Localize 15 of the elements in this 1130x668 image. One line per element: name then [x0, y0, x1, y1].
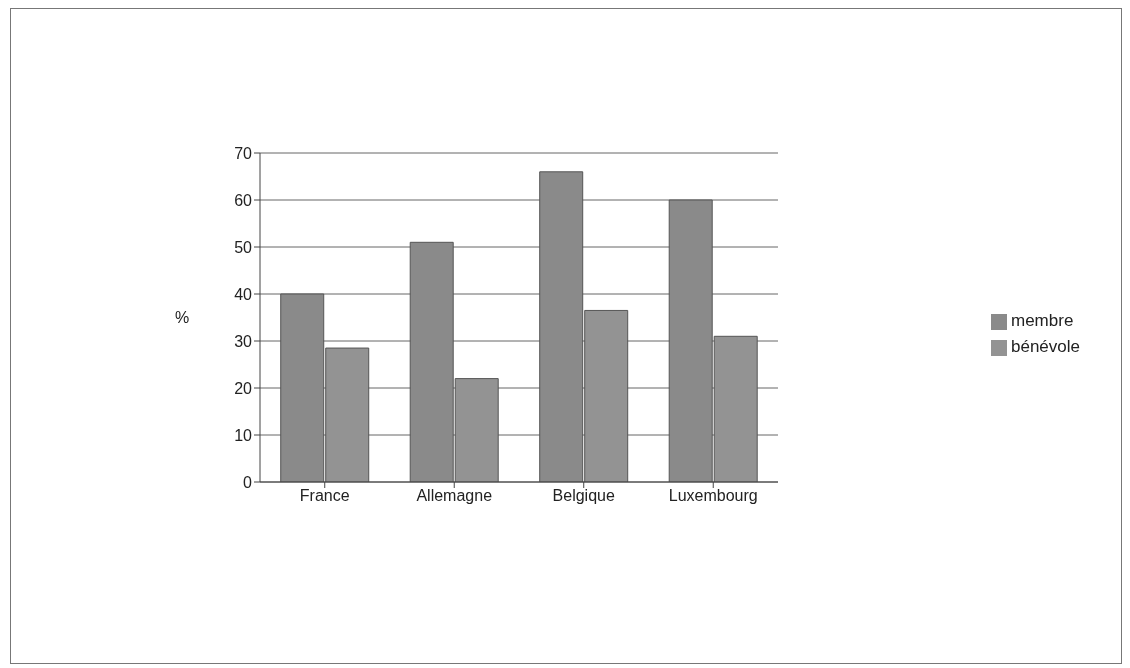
- y-tick-label: 40: [234, 285, 253, 303]
- legend-label: membre: [1010, 311, 1074, 330]
- y-tick-label: 30: [234, 332, 253, 350]
- x-tick-label: France: [299, 487, 350, 505]
- y-axis-title: %: [175, 309, 190, 327]
- y-tick-label: 50: [234, 238, 253, 256]
- y-tick-label: 10: [234, 426, 253, 444]
- x-tick-label: Luxembourg: [668, 487, 758, 505]
- y-tick-label: 70: [234, 144, 253, 162]
- y-tick-label: 20: [234, 379, 253, 397]
- x-tick-label: Belgique: [552, 487, 615, 505]
- y-tick-label: 60: [234, 191, 253, 209]
- legend-label: bénévole: [1010, 337, 1080, 356]
- x-tick-label: Allemagne: [416, 487, 493, 505]
- y-tick-label: 0: [243, 473, 253, 491]
